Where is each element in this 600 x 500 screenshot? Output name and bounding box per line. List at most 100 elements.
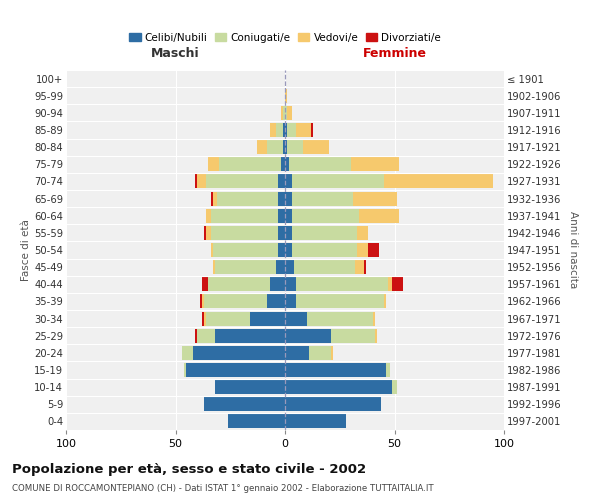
Bar [285,294,296,308]
Bar [202,312,204,326]
Bar [296,294,383,308]
Bar [355,260,364,274]
Bar [202,278,208,291]
Legend: Celibi/Nubili, Coniugati/e, Vedovi/e, Divorziati/e: Celibi/Nubili, Coniugati/e, Vedovi/e, Di… [125,28,445,46]
Bar [392,278,403,291]
Bar [220,158,281,172]
Bar [353,192,397,205]
Y-axis label: Anni di nascita: Anni di nascita [568,212,578,288]
Bar [257,140,268,154]
Bar [383,294,386,308]
Bar [276,123,283,137]
Bar [269,123,276,137]
Bar [202,294,204,308]
Text: Maschi: Maschi [151,46,200,60]
Bar [182,346,193,360]
Bar [285,226,292,240]
Bar [292,208,359,222]
Bar [388,278,392,291]
Bar [197,328,215,342]
Bar [278,208,285,222]
Text: Femmine: Femmine [362,46,427,60]
Bar [294,260,355,274]
Bar [206,226,211,240]
Bar [331,346,333,360]
Bar [281,158,285,172]
Bar [268,294,285,308]
Bar [217,192,278,205]
Bar [285,312,307,326]
Bar [283,140,285,154]
Bar [211,226,278,240]
Bar [285,106,287,120]
Bar [285,243,292,257]
Bar [250,312,285,326]
Bar [215,380,285,394]
Bar [285,328,331,342]
Bar [213,192,217,205]
Bar [375,328,377,342]
Bar [285,363,386,377]
Bar [350,158,399,172]
Bar [204,312,206,326]
Bar [285,208,292,222]
Bar [184,363,187,377]
Bar [211,192,213,205]
Bar [283,106,285,120]
Bar [302,140,329,154]
Bar [206,312,250,326]
Bar [195,174,197,188]
Bar [213,243,278,257]
Bar [206,208,211,222]
Bar [285,158,289,172]
Bar [204,226,206,240]
Bar [383,174,493,188]
Bar [215,260,276,274]
Bar [287,106,292,120]
Bar [204,294,268,308]
Bar [228,414,285,428]
Bar [283,123,285,137]
Bar [373,312,375,326]
Bar [309,346,331,360]
Bar [211,208,278,222]
Bar [276,260,285,274]
Bar [285,398,382,411]
Text: COMUNE DI ROCCAMONTEPIANO (CH) - Dati ISTAT 1° gennaio 2002 - Elaborazione TUTTA: COMUNE DI ROCCAMONTEPIANO (CH) - Dati IS… [12,484,434,493]
Bar [204,398,285,411]
Bar [285,192,292,205]
Bar [292,192,353,205]
Bar [285,346,309,360]
Bar [285,414,346,428]
Bar [213,260,215,274]
Bar [386,363,390,377]
Bar [206,174,278,188]
Bar [208,158,220,172]
Bar [292,243,357,257]
Bar [359,208,399,222]
Bar [287,123,296,137]
Bar [195,328,197,342]
Bar [368,243,379,257]
Bar [197,174,206,188]
Bar [285,260,294,274]
Bar [285,123,287,137]
Bar [357,243,368,257]
Bar [331,328,375,342]
Bar [285,380,392,394]
Bar [307,312,373,326]
Bar [208,278,269,291]
Bar [278,226,285,240]
Bar [311,123,313,137]
Bar [289,158,350,172]
Bar [278,243,285,257]
Bar [278,174,285,188]
Bar [278,192,285,205]
Bar [285,174,292,188]
Bar [200,294,202,308]
Bar [357,226,368,240]
Text: Popolazione per età, sesso e stato civile - 2002: Popolazione per età, sesso e stato civil… [12,462,366,475]
Bar [285,88,287,102]
Bar [193,346,285,360]
Bar [268,140,283,154]
